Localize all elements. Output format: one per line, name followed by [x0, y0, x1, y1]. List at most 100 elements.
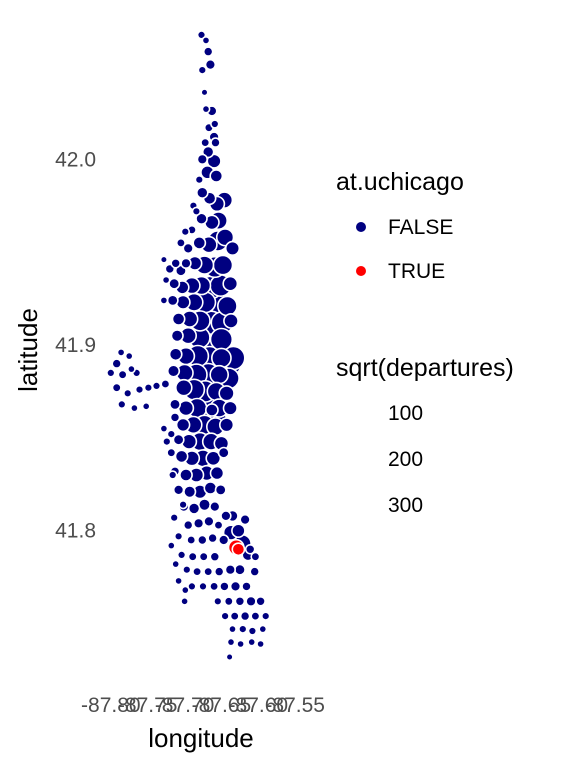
station-point-false [203, 515, 215, 528]
station-point-false [213, 596, 223, 606]
station-point-false [256, 639, 265, 649]
station-point-false [220, 510, 232, 522]
x-axis-title: longitude [148, 723, 254, 753]
station-point-false [141, 401, 151, 411]
station-point-false [238, 624, 248, 634]
station-point-false [210, 119, 220, 129]
station-point-false [247, 626, 258, 636]
station-point-false [218, 534, 230, 546]
y-tick-label: 41.9 [55, 334, 96, 357]
station-point-false [169, 512, 179, 523]
station-point-false [166, 429, 177, 439]
station-point-false [172, 484, 185, 496]
legend-size-title: sqrt(departures) [336, 354, 514, 382]
station-point-false [258, 624, 268, 634]
station-point-false [214, 483, 227, 496]
station-point-false [169, 398, 182, 411]
station-point-false [209, 465, 225, 481]
station-point-false [261, 611, 271, 621]
station-point-false [174, 576, 183, 586]
station-point-false [175, 237, 186, 248]
station-point-false [178, 500, 188, 510]
station-point-false [151, 381, 162, 391]
station-point-false [224, 563, 237, 576]
station-point-false [117, 369, 128, 380]
station-point-false [209, 169, 224, 183]
station-point-false [213, 566, 225, 577]
station-point-false [134, 384, 145, 395]
station-point-false [212, 254, 234, 276]
station-point-false [245, 595, 257, 607]
station-point-false [168, 470, 178, 480]
legend-size: sqrt(departures) 100 200 300 [336, 354, 514, 517]
station-point-false [180, 227, 191, 237]
y-tick-labels: 41.8 41.9 42.0 [55, 148, 96, 542]
station-point-false [207, 532, 218, 544]
station-point-false [229, 611, 240, 622]
station-point-false [126, 364, 136, 374]
station-point-false [183, 485, 197, 499]
station-point-false [159, 424, 169, 433]
station-point-false [192, 235, 207, 250]
station-point-false [209, 327, 234, 352]
station-point-false [250, 611, 261, 622]
station-point-false [197, 65, 208, 75]
station-point-false [226, 637, 236, 647]
station-point-false [191, 206, 202, 217]
station-point-false [239, 610, 251, 622]
station-point-false [196, 186, 209, 199]
station-point-false [170, 257, 181, 269]
y-axis-title: latitude [13, 308, 43, 392]
x-tick-label: -87.80 [81, 694, 141, 717]
station-point-false [215, 228, 235, 247]
station-point-false [162, 436, 172, 447]
station-point-false [196, 153, 209, 166]
station-point-false [203, 566, 214, 577]
x-tick-label: -87.55 [265, 694, 325, 717]
y-tick-label: 42.0 [55, 148, 96, 171]
station-point-false [224, 240, 241, 256]
station-point-false [171, 559, 181, 569]
station-point-false [202, 46, 214, 57]
station-point-false [241, 581, 252, 592]
station-point-false [168, 347, 183, 362]
station-point-false [129, 403, 139, 413]
station-point-false [192, 517, 205, 529]
station-point-false [218, 385, 235, 402]
station-point-false [180, 257, 192, 269]
station-point-false [180, 596, 189, 606]
station-point-false [225, 652, 234, 662]
station-point-false [197, 498, 212, 512]
station-point-false [177, 399, 195, 417]
station-point-false [179, 468, 193, 482]
station-point-false [166, 364, 181, 378]
station-point-false [182, 519, 194, 531]
station-point-false [161, 275, 171, 285]
station-point-false [176, 550, 187, 560]
station-point-false [247, 637, 257, 647]
station-point-false [204, 58, 217, 71]
station-point-false [187, 581, 197, 592]
station-point-false [205, 450, 222, 467]
station-point-false [255, 595, 266, 607]
station-point-false [210, 137, 221, 148]
station-point-false [173, 531, 184, 541]
station-point-false [194, 175, 205, 185]
station-point-false [143, 383, 154, 393]
station-point-false [117, 399, 127, 410]
station-point-false [174, 449, 189, 464]
station-point-false [187, 502, 201, 515]
station-point-false [124, 351, 134, 361]
station-point-false [203, 481, 218, 495]
station-point-false [219, 417, 235, 433]
station-point-false [216, 295, 238, 317]
legend-color-label-false: FALSE [388, 216, 453, 239]
station-point-false [229, 580, 242, 593]
station-point-false [182, 242, 194, 255]
legend-color-label-true: TRUE [388, 260, 445, 283]
station-point-false [106, 368, 116, 378]
station-point-false [166, 294, 179, 307]
station-point-false [175, 378, 193, 397]
station-point-false [195, 212, 208, 225]
